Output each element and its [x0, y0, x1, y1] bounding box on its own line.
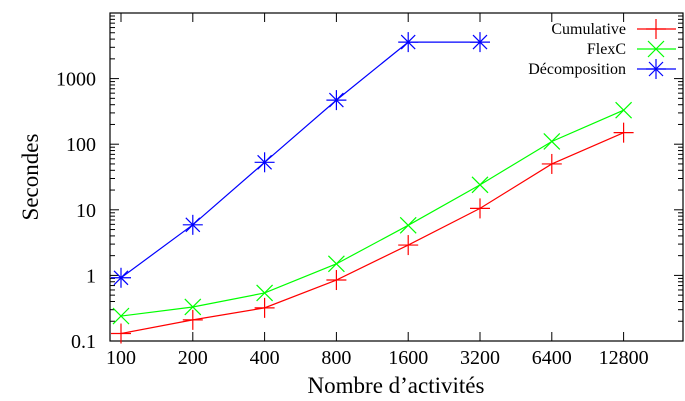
- data-point-flexc: [615, 101, 633, 119]
- data-point-flexc: [471, 176, 489, 194]
- data-point-decomposition: [254, 152, 275, 173]
- y-tick-label: 1000: [56, 69, 96, 91]
- data-point-cumulative: [470, 198, 490, 219]
- data-point-cumulative: [326, 270, 347, 291]
- data-point-flexc: [543, 133, 561, 150]
- series-line-flexc: [120, 109, 624, 317]
- x-tick-label: 400: [250, 347, 280, 369]
- x-tick-label: 3200: [460, 347, 500, 369]
- legend-marker: [647, 40, 665, 58]
- legend: Cumulative FlexC Décomposition: [528, 19, 676, 79]
- data-point-flexc: [112, 307, 130, 325]
- data-point-cumulative: [111, 323, 131, 344]
- data-point-decomposition: [470, 32, 490, 53]
- data-point-cumulative: [398, 235, 419, 256]
- data-point-flexc: [256, 284, 274, 302]
- legend-label: Décomposition: [528, 61, 626, 78]
- x-tick-label: 12800: [599, 347, 649, 369]
- x-tick-label: 200: [178, 347, 208, 369]
- data-point-flexc: [399, 216, 417, 234]
- x-axis: 100 200 400 800 1600 3200 6400 12800: [106, 13, 649, 369]
- y-axis: 0.1 1 10 100 1000: [56, 15, 683, 353]
- x-axis-title: Nombre d’activités: [308, 373, 485, 398]
- y-tick-label: 100: [66, 134, 96, 156]
- data-point-flexc: [184, 298, 202, 316]
- series-line-cumulative: [120, 132, 624, 335]
- y-axis-title: Secondes: [18, 134, 43, 221]
- data-point-cumulative: [613, 122, 634, 143]
- series-line-decomposition: [120, 41, 480, 279]
- y-tick-label: 0.1: [71, 331, 96, 353]
- data-point-decomposition: [182, 214, 203, 235]
- x-tick-label: 1600: [388, 347, 428, 369]
- y-tick-label: 10: [76, 200, 96, 222]
- data-point-decomposition: [111, 267, 131, 288]
- y-tick-label: 1: [86, 265, 96, 287]
- x-tick-label: 800: [321, 347, 351, 369]
- data-point-flexc: [327, 255, 345, 273]
- data-point-cumulative: [254, 297, 275, 318]
- legend-label: FlexC: [587, 41, 626, 58]
- legend-marker: [646, 19, 666, 39]
- legend-label: Cumulative: [551, 21, 626, 38]
- data-point-cumulative: [182, 309, 203, 330]
- x-tick-label: 100: [106, 347, 136, 369]
- x-tick-label: 6400: [532, 347, 572, 369]
- data-point-cumulative: [541, 153, 562, 174]
- data-point-decomposition: [398, 32, 419, 53]
- legend-marker: [646, 59, 666, 79]
- series-layer: [111, 32, 634, 344]
- plot-frame: [109, 12, 684, 342]
- data-point-decomposition: [326, 90, 347, 111]
